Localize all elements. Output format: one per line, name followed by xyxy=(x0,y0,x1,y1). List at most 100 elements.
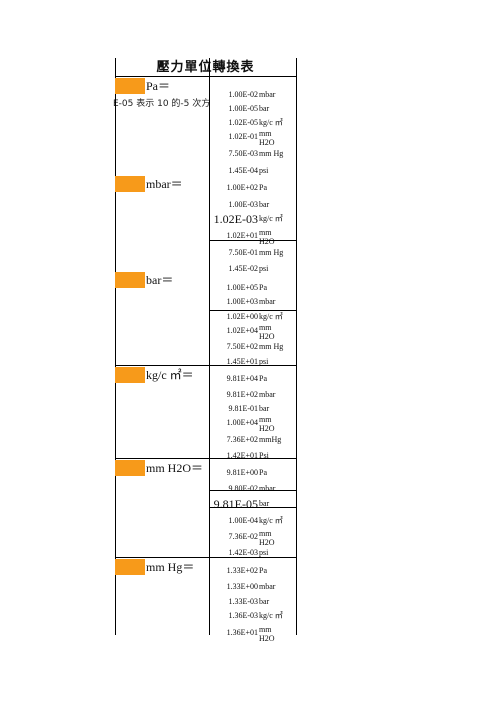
conversion-unit: mbar xyxy=(259,484,276,493)
conversion-value: 7.50E-01 xyxy=(228,248,258,257)
conversion-row: 9.80E-02 mbar xyxy=(209,482,296,496)
conversion-value: 1.02E-05 xyxy=(228,118,258,127)
conversion-value: 1.45E-02 xyxy=(228,264,258,273)
group-separator xyxy=(115,365,297,366)
row-separator xyxy=(209,240,297,241)
unit-group-label-text: mm Hg＝ xyxy=(146,560,195,574)
conversion-row: 9.81E-01 bar xyxy=(209,402,296,416)
conversion-unit: mbar xyxy=(259,582,276,591)
conversion-unit: Pa xyxy=(259,468,267,477)
unit-group-label: bar＝ xyxy=(115,272,209,288)
conversion-value: 9.81E+00 xyxy=(226,468,258,477)
unit-group-label: mm Hg＝ xyxy=(115,559,209,575)
conversion-unit: kg/c ㎡ xyxy=(259,516,283,525)
conversion-row: 7.50E+02 mm Hg xyxy=(209,340,296,354)
conversion-value: 1.00E+05 xyxy=(226,283,258,292)
conversion-unit: bar xyxy=(259,597,270,606)
unit-group-label: kg/c ㎡＝ xyxy=(115,367,209,383)
conversion-unit: Psi xyxy=(259,451,269,460)
conversion-row: 9.81E+00 Pa xyxy=(209,466,296,480)
conversion-unit: mm Hg xyxy=(259,342,284,351)
conversion-row: 1.42E-03 psi xyxy=(209,546,296,560)
conversion-value: 9.81E+04 xyxy=(226,374,258,383)
conversion-value: 1.42E+01 xyxy=(226,451,258,460)
conversion-unit: Pa xyxy=(259,183,267,192)
highlight-marker xyxy=(115,176,145,192)
conversion-unit: psi xyxy=(259,166,269,175)
conversion-row: 1.02E-01 mm H2O xyxy=(209,129,296,147)
conversion-value: 1.33E+02 xyxy=(226,566,258,575)
highlight-marker xyxy=(115,272,145,288)
conversion-unit: mbar xyxy=(259,297,276,306)
conversion-value: 1.02E+00 xyxy=(226,312,258,321)
conversion-row: 1.42E+01 Psi xyxy=(209,449,296,463)
conversion-value: 1.36E+01 xyxy=(226,628,258,637)
unit-group-label-text: mm H2O＝ xyxy=(146,461,204,475)
conversion-value: 1.00E+02 xyxy=(226,183,258,192)
conversion-row: 7.50E-01 mm Hg xyxy=(209,246,296,260)
conversion-row: 1.45E-02 psi xyxy=(209,262,296,276)
conversion-value: 1.02E-03 xyxy=(213,212,258,226)
conversion-unit: Pa xyxy=(259,283,267,292)
conversion-row: 1.00E+03 mbar xyxy=(209,295,296,309)
conversion-value: 1.45E-04 xyxy=(228,166,258,175)
conversion-value: 1.45E+01 xyxy=(226,357,258,366)
conversion-value: 7.50E-03 xyxy=(228,149,258,158)
conversion-row: 1.45E+01 psi xyxy=(209,355,296,369)
conversion-unit: Pa xyxy=(259,374,267,383)
conversion-unit: mm H2O xyxy=(259,415,275,433)
conversion-unit: mm Hg xyxy=(259,248,284,257)
conversion-unit: mm H2O xyxy=(259,529,275,547)
row-separator xyxy=(209,310,297,311)
group-separator xyxy=(115,557,297,558)
conversion-value: 1.00E-05 xyxy=(228,104,258,113)
conversion-value: 1.33E-03 xyxy=(228,597,258,606)
conversion-value: 1.00E+04 xyxy=(226,418,258,427)
conversion-value: 7.36E+02 xyxy=(226,435,258,444)
unit-group-label: mm H2O＝ xyxy=(115,460,209,476)
conversion-unit: psi xyxy=(259,357,269,366)
highlight-marker xyxy=(115,559,145,575)
conversion-row: 1.02E-05 kg/c ㎡ xyxy=(209,116,296,130)
grid-line-middle xyxy=(209,58,210,635)
unit-group-label-text: bar＝ xyxy=(146,273,174,287)
conversion-unit: psi xyxy=(259,264,269,273)
conversion-unit: kg/c ㎡ xyxy=(259,118,283,127)
table-title: 壓力單位轉換表 xyxy=(156,59,255,74)
conversion-value: 1.42E-03 xyxy=(228,548,258,557)
conversion-value: 1.00E+03 xyxy=(226,297,258,306)
conversion-row: 1.00E-02 mbar xyxy=(209,88,296,102)
conversion-value: 1.00E-03 xyxy=(228,200,258,209)
conversion-row: 1.02E+00 kg/c ㎡ xyxy=(209,310,296,324)
grid-line-left xyxy=(115,58,116,635)
row-separator xyxy=(209,507,297,508)
conversion-value: 9.81E-05 xyxy=(213,497,258,511)
conversion-unit: kg/c ㎡ xyxy=(259,312,283,321)
conversion-row: 7.36E+02 mmHg xyxy=(209,433,296,447)
conversion-row: 9.81E-05 bar xyxy=(209,497,296,511)
row-separator xyxy=(209,490,297,491)
conversion-value: 1.02E-01 xyxy=(228,132,258,141)
conversion-unit: mm Hg xyxy=(259,149,284,158)
unit-group-label: mbar＝ xyxy=(115,176,209,192)
highlight-marker xyxy=(115,367,145,383)
conversion-unit: mm H2O xyxy=(259,625,275,643)
conversion-value: 9.81E+02 xyxy=(226,390,258,399)
conversion-unit: mbar xyxy=(259,390,276,399)
conversion-unit: kg/c ㎡ xyxy=(259,611,283,620)
group-separator xyxy=(115,76,297,77)
conversion-unit: bar xyxy=(259,104,270,113)
unit-group-label-text: Pa＝ xyxy=(146,79,171,93)
conversion-row: 1.00E+05 Pa xyxy=(209,281,296,295)
conversion-row: 1.02E-03 kg/c ㎡ xyxy=(209,212,296,226)
conversion-row: 1.02E+01 mm H2O xyxy=(209,228,296,246)
conversion-unit: mm H2O xyxy=(259,228,275,246)
grid-line-right xyxy=(296,58,297,635)
conversion-unit: mm H2O xyxy=(259,323,275,341)
conversion-value: 9.81E-01 xyxy=(228,404,258,413)
conversion-unit: bar xyxy=(259,200,270,209)
conversion-row: 9.81E+04 Pa xyxy=(209,372,296,386)
conversion-row: 1.33E+02 Pa xyxy=(209,564,296,578)
conversion-row: 1.02E+04 mm H2O xyxy=(209,323,296,341)
